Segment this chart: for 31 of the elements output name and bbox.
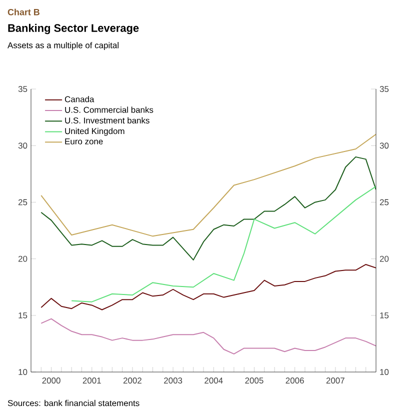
x-tick-label: 2000 <box>42 378 60 384</box>
y2-tick-label: 25 <box>380 199 389 206</box>
y-tick-label: 35 <box>18 86 28 92</box>
legend-label: U.S. Investment banks <box>65 117 150 124</box>
y-tick-label: 10 <box>18 369 28 376</box>
x-tick-label: 2007 <box>326 378 344 384</box>
x-tick-label: 2004 <box>204 378 223 384</box>
chart-title: Banking Sector Leverage <box>8 24 139 34</box>
y2-tick-label: 30 <box>380 142 389 149</box>
y-tick-label: 20 <box>18 256 28 262</box>
line-series <box>71 186 376 302</box>
text: Chart B <box>8 8 40 16</box>
x-tick-label: 2002 <box>123 378 142 384</box>
x-tick-label: 2006 <box>286 378 304 384</box>
legend-label: United Kingdom <box>65 128 124 136</box>
source-note: Sources: bank financial statements <box>8 400 140 406</box>
y2-tick-label: 10 <box>380 369 389 376</box>
y2-tick-label: 20 <box>380 256 389 262</box>
legend-label: U.S. Commercial banks <box>65 106 154 113</box>
y-tick-label: 15 <box>18 312 28 318</box>
x-tick-label: 2001 <box>82 378 101 384</box>
x-tick-label: 2003 <box>164 378 182 384</box>
y-tick-label: 25 <box>18 199 28 206</box>
legend-label: Euro zone <box>65 138 103 144</box>
y2-tick-label: 35 <box>380 86 389 92</box>
legend-label: Canada <box>64 96 94 102</box>
line-series <box>40 264 376 310</box>
y-tick-label: 30 <box>18 142 28 149</box>
chart-subtitle: Assets as a multiple of capital <box>8 42 118 50</box>
y2-tick-label: 15 <box>380 312 389 318</box>
x-tick-label: 2005 <box>245 378 264 384</box>
